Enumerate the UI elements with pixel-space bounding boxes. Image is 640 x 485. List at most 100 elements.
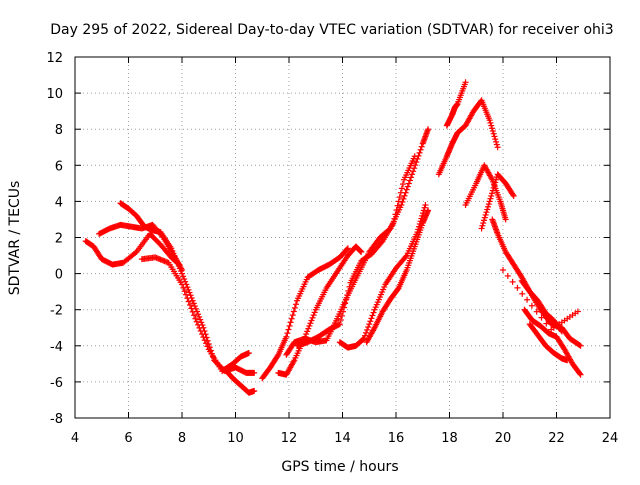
series-track-e bbox=[221, 366, 258, 396]
data-point bbox=[481, 217, 488, 224]
data-point bbox=[528, 302, 535, 309]
data-point bbox=[195, 321, 202, 328]
data-point bbox=[509, 278, 516, 285]
data-point bbox=[399, 181, 406, 188]
data-point bbox=[342, 300, 349, 307]
data-point bbox=[368, 315, 375, 322]
data-point bbox=[290, 308, 297, 315]
data-point bbox=[413, 159, 420, 166]
data-point bbox=[564, 357, 571, 364]
y-tick-label: 4 bbox=[55, 195, 63, 210]
data-point bbox=[185, 286, 192, 293]
x-axis-title: GPS time / hours bbox=[281, 459, 398, 475]
data-point bbox=[479, 222, 486, 229]
y-tick-label: 6 bbox=[55, 159, 63, 174]
data-point bbox=[481, 214, 488, 221]
x-tick-label: 16 bbox=[388, 431, 405, 446]
data-point bbox=[405, 180, 412, 187]
data-point bbox=[181, 288, 188, 295]
data-point bbox=[484, 206, 491, 213]
data-point bbox=[286, 322, 293, 329]
data-point bbox=[577, 342, 584, 349]
data-point bbox=[488, 192, 495, 199]
series-track-i bbox=[294, 153, 418, 349]
data-point bbox=[533, 308, 540, 315]
data-point bbox=[425, 207, 432, 214]
data-point bbox=[305, 325, 312, 332]
data-point bbox=[183, 291, 190, 298]
data-point bbox=[251, 369, 258, 376]
y-tick-label: -8 bbox=[50, 412, 63, 427]
series-track-f bbox=[259, 245, 351, 382]
data-point bbox=[422, 202, 429, 209]
data-point bbox=[360, 335, 367, 342]
data-point bbox=[378, 239, 385, 246]
data-point bbox=[487, 195, 494, 202]
x-tick-label: 22 bbox=[548, 431, 565, 446]
data-point bbox=[201, 337, 208, 344]
y-tick-label: 2 bbox=[55, 232, 63, 247]
data-point bbox=[289, 312, 296, 319]
data-point bbox=[538, 314, 545, 321]
data-point bbox=[491, 133, 498, 140]
data-point bbox=[360, 336, 367, 343]
data-point bbox=[494, 144, 501, 151]
data-point bbox=[340, 308, 347, 315]
data-point bbox=[485, 203, 492, 210]
data-point bbox=[558, 328, 565, 335]
data-point bbox=[483, 209, 490, 216]
x-tick-label: 20 bbox=[495, 431, 512, 446]
data-point bbox=[492, 179, 499, 186]
data-point bbox=[403, 186, 410, 193]
data-point bbox=[489, 190, 496, 197]
series-track-o bbox=[478, 171, 517, 232]
data-point bbox=[574, 308, 581, 315]
series-track-d bbox=[138, 254, 252, 375]
data-point bbox=[189, 297, 196, 304]
data-point bbox=[196, 313, 203, 320]
y-tick-label: -6 bbox=[50, 376, 63, 391]
y-tick-label: -4 bbox=[50, 340, 63, 355]
data-point bbox=[189, 308, 196, 315]
data-point bbox=[184, 295, 191, 302]
data-point bbox=[404, 183, 411, 190]
data-point bbox=[361, 332, 368, 339]
data-point bbox=[488, 122, 495, 129]
data-point bbox=[363, 329, 370, 336]
data-point bbox=[406, 177, 413, 184]
series-track-s bbox=[526, 321, 571, 364]
y-tick-label: 0 bbox=[55, 268, 63, 283]
data-point bbox=[510, 192, 517, 199]
data-point bbox=[492, 136, 499, 143]
data-point bbox=[390, 220, 397, 227]
chart-title: Day 295 of 2022, Sidereal Day-to-day VTE… bbox=[50, 22, 613, 38]
data-point bbox=[186, 289, 193, 296]
data-point bbox=[192, 315, 199, 322]
data-point bbox=[193, 318, 200, 325]
data-point bbox=[370, 309, 377, 316]
data-point bbox=[179, 281, 185, 288]
data-point bbox=[346, 283, 353, 290]
data-point bbox=[576, 342, 583, 349]
data-point bbox=[504, 272, 511, 279]
data-point bbox=[195, 311, 202, 318]
data-point bbox=[199, 331, 206, 338]
data-point bbox=[411, 153, 418, 160]
data-point bbox=[197, 327, 204, 334]
data-point bbox=[311, 309, 318, 316]
data-point bbox=[185, 298, 192, 305]
data-point bbox=[490, 184, 497, 191]
data-point bbox=[502, 216, 509, 223]
data-point bbox=[345, 287, 352, 294]
data-point bbox=[197, 316, 204, 323]
data-point bbox=[500, 266, 506, 273]
data-point bbox=[283, 333, 290, 340]
data-point bbox=[191, 303, 198, 310]
data-point bbox=[409, 171, 416, 178]
x-tick-label: 14 bbox=[334, 431, 351, 446]
data-point bbox=[309, 314, 316, 321]
data-point bbox=[184, 284, 191, 291]
data-point bbox=[576, 370, 583, 377]
